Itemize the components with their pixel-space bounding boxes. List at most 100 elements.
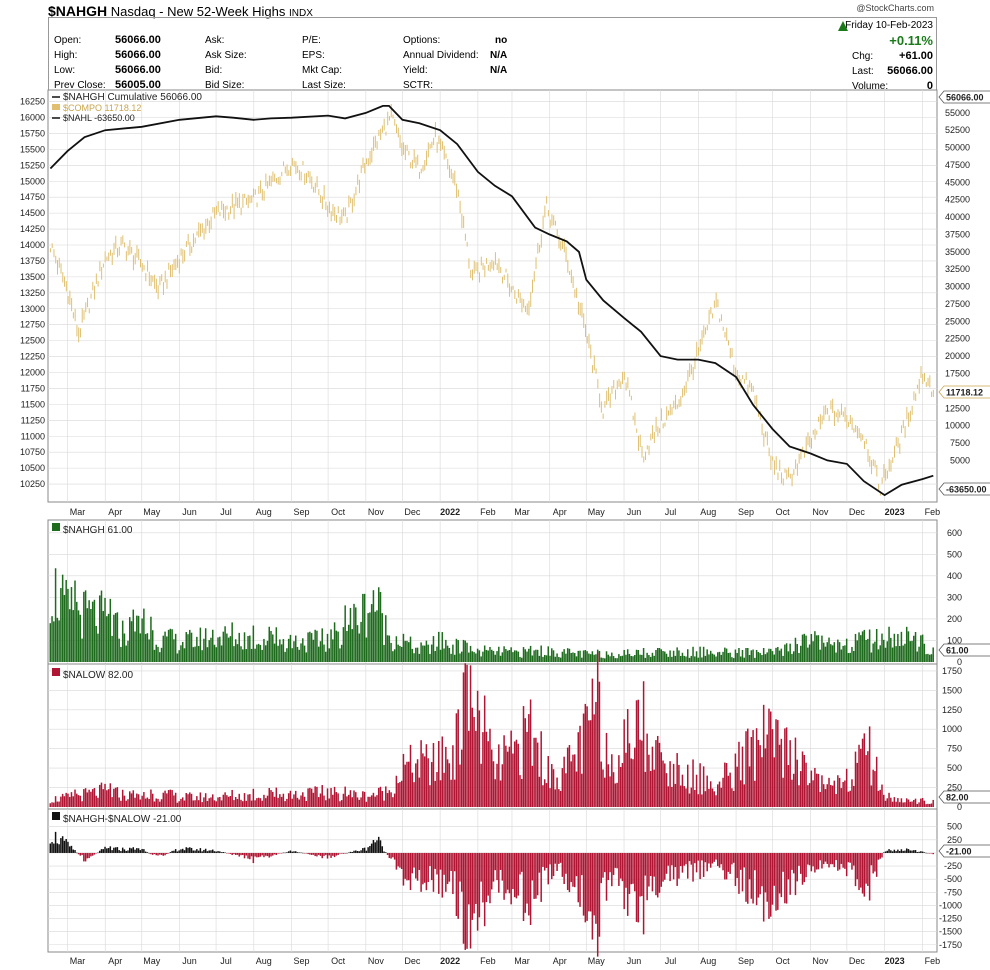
highs-bar xyxy=(769,648,772,662)
lows-bar xyxy=(268,787,270,807)
highs-bar xyxy=(510,647,512,662)
highs-bar xyxy=(697,657,700,662)
highs-bar xyxy=(736,652,738,662)
lows-bar xyxy=(134,797,136,807)
net-bar xyxy=(425,852,428,891)
lows-bar xyxy=(891,801,894,807)
lows-bar xyxy=(107,789,110,807)
lows-bar xyxy=(930,803,933,807)
net-bar xyxy=(819,852,821,861)
lows-bar xyxy=(913,799,915,807)
highs-bar xyxy=(833,642,836,662)
net-bar xyxy=(554,852,557,864)
net-bar xyxy=(263,852,265,858)
highs-bar xyxy=(856,640,859,662)
net-bar xyxy=(904,850,906,853)
net-bar xyxy=(273,852,276,855)
highs-bar xyxy=(72,610,74,662)
net-bar xyxy=(547,852,549,885)
lows-bar xyxy=(490,749,493,807)
lows-bar xyxy=(570,761,572,807)
lows-bar xyxy=(174,792,177,807)
lows-bar xyxy=(932,799,934,807)
lows-bar xyxy=(773,757,776,807)
net-bar xyxy=(526,852,528,904)
highs-bar xyxy=(489,646,491,662)
lows-bar xyxy=(591,678,594,807)
highs-bar xyxy=(921,634,924,662)
highs-bar xyxy=(120,646,122,662)
highs-bar xyxy=(531,655,534,662)
net-bar xyxy=(807,852,809,865)
lows-bar xyxy=(925,804,927,807)
net-bar xyxy=(270,852,272,857)
highs-bar xyxy=(185,632,188,662)
net-bar xyxy=(400,852,403,870)
highs-bar xyxy=(335,630,338,662)
net-bar xyxy=(53,843,55,853)
lows-bar xyxy=(425,744,428,807)
highs-bar xyxy=(787,651,790,662)
highs-bar xyxy=(505,648,507,662)
lows-bar xyxy=(277,797,279,807)
highs-bar xyxy=(665,653,668,662)
highs-bar xyxy=(711,653,714,662)
net-bar xyxy=(635,852,638,922)
net-bar xyxy=(196,849,198,853)
lows-bar xyxy=(146,797,149,807)
lows-bar xyxy=(123,795,126,807)
highs-bar xyxy=(409,636,412,662)
lows-bar xyxy=(351,797,353,807)
lows-bar xyxy=(84,788,87,807)
lows-bar xyxy=(895,801,897,807)
highs-bar xyxy=(347,624,350,662)
lows-bar xyxy=(918,802,920,807)
highs-bar xyxy=(909,641,911,662)
highs-bar xyxy=(596,649,599,662)
net-bar xyxy=(370,843,373,853)
net-bar xyxy=(604,852,606,873)
highs-bar xyxy=(812,641,814,662)
highs-bar xyxy=(626,649,629,662)
net-bar xyxy=(257,852,260,858)
net-bar xyxy=(572,852,574,887)
net-bar xyxy=(881,852,883,858)
lows-bar xyxy=(187,794,189,807)
net-bar xyxy=(568,852,571,893)
highs-bar xyxy=(266,640,269,662)
net-bar xyxy=(279,852,281,854)
yield-label: Yield: xyxy=(403,65,428,76)
highs-bar xyxy=(513,650,516,662)
highs-bar xyxy=(619,656,622,662)
highs-bar xyxy=(247,636,249,662)
net-bar xyxy=(457,852,459,919)
x-tick-label: Mar xyxy=(70,507,86,517)
net-bar xyxy=(369,845,371,853)
net-bar xyxy=(529,852,532,926)
net-bar xyxy=(339,852,341,854)
highs-bar xyxy=(888,626,890,662)
highs-bar xyxy=(575,656,578,662)
net-bar xyxy=(499,852,502,870)
highs-bar xyxy=(538,655,541,662)
highs-bar xyxy=(824,646,827,662)
net-bar xyxy=(173,850,175,853)
net-bar xyxy=(229,852,232,854)
net-bar xyxy=(459,852,461,882)
highs-bar xyxy=(157,646,159,662)
x-tick-label: 2022 xyxy=(440,507,460,517)
highs-bar xyxy=(213,644,216,662)
highs-bar xyxy=(146,633,149,662)
net-bar xyxy=(611,852,613,887)
lows-bar xyxy=(655,740,657,807)
highs-bar xyxy=(139,633,142,662)
highs-bar xyxy=(174,633,177,662)
highs-bar xyxy=(743,657,746,662)
lows-bar xyxy=(469,665,472,807)
quote-date: Friday 10-Feb-2023 xyxy=(845,20,933,31)
net-bar xyxy=(74,850,76,853)
right-y-tick-label: 5000 xyxy=(950,455,970,465)
lows-bar xyxy=(240,799,242,807)
lows-bar xyxy=(429,785,431,807)
lows-bar xyxy=(565,773,567,807)
